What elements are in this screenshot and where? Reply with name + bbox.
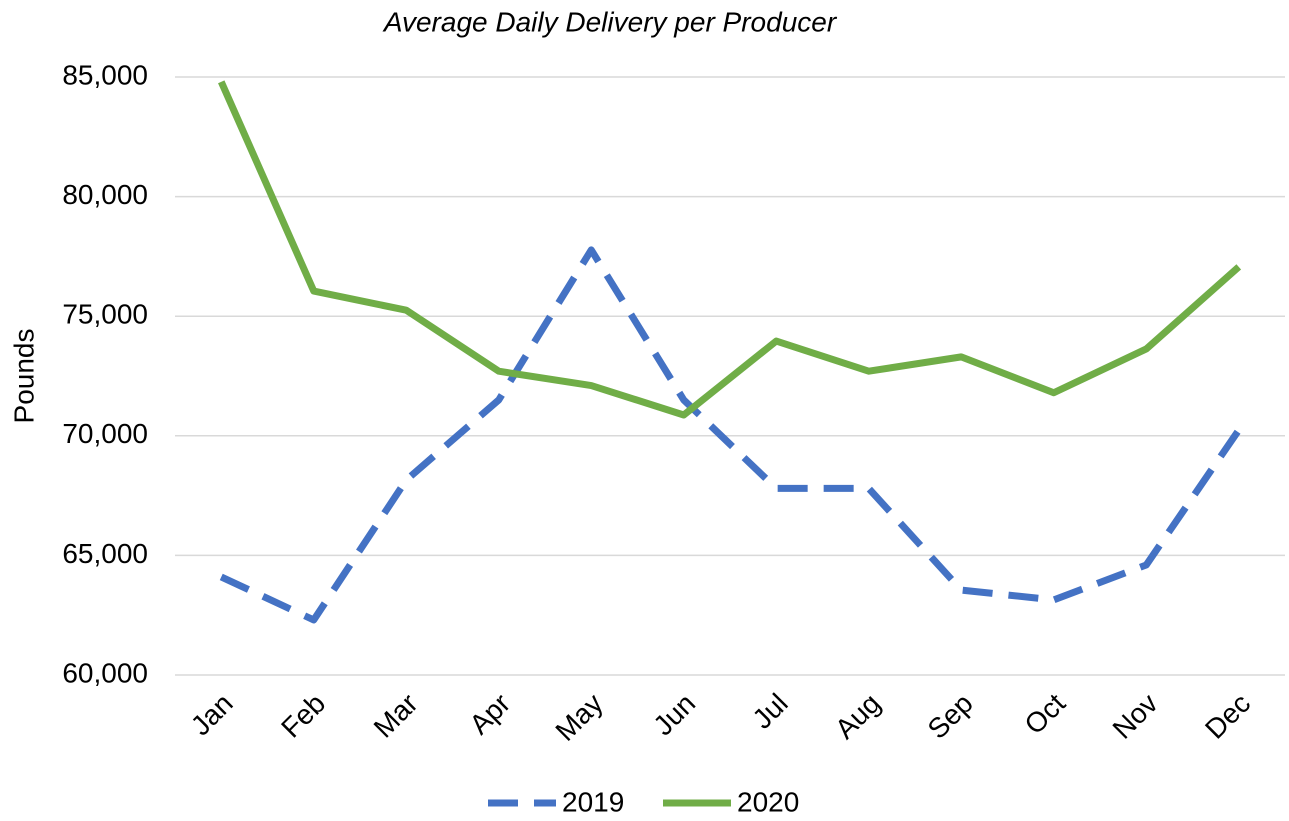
x-tick-label: May — [549, 688, 608, 747]
series-line — [218, 80, 1242, 419]
y-tick-label: 75,000 — [62, 299, 148, 330]
x-tick-label: Mar — [368, 688, 424, 744]
y-tick-label: 70,000 — [62, 418, 148, 449]
y-axis-label: Pounds — [8, 329, 39, 424]
x-tick-label: Jul — [746, 688, 793, 735]
x-tick-label: Nov — [1107, 688, 1164, 745]
legend-label: 2020 — [737, 786, 799, 817]
x-tick-label: Oct — [1018, 687, 1071, 740]
chart-title: Average Daily Delivery per Producer — [382, 6, 838, 37]
series-line — [219, 246, 1242, 624]
x-tick-label: Aug — [829, 688, 886, 745]
legend-label: 2019 — [562, 786, 624, 817]
x-tick-label: Apr — [463, 688, 516, 741]
x-tick-label: Feb — [275, 688, 331, 744]
y-tick-label: 60,000 — [62, 657, 148, 688]
y-tick-label: 80,000 — [62, 179, 148, 210]
x-tick-label: Dec — [1199, 688, 1256, 745]
x-tick-label: Sep — [922, 688, 979, 745]
y-tick-label: 85,000 — [62, 59, 148, 90]
x-tick-label: Jan — [185, 688, 239, 742]
y-tick-label: 65,000 — [62, 538, 148, 569]
x-tick-label: Jun — [647, 688, 701, 742]
